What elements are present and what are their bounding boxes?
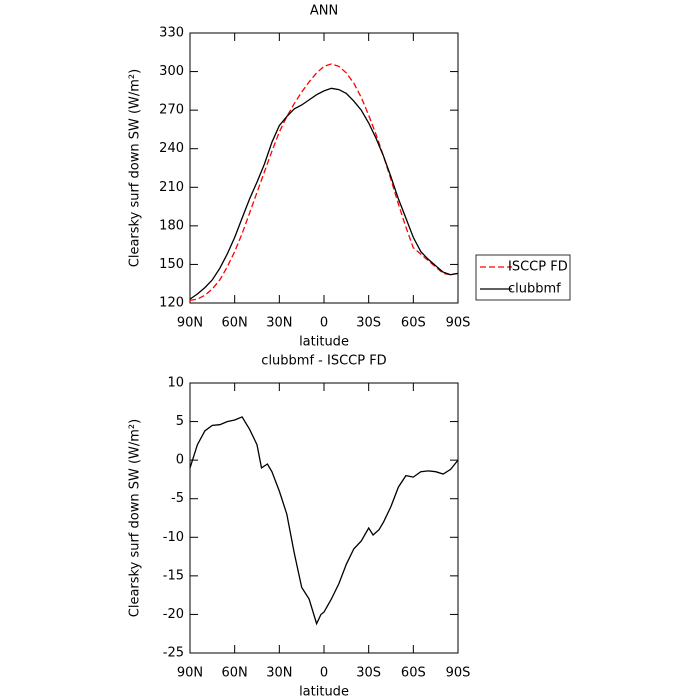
y-axis-label: Clearsky surf down SW (W/m²) bbox=[128, 69, 143, 267]
y-tick-label: -25 bbox=[163, 646, 184, 661]
x-tick-label: 30N bbox=[266, 666, 292, 681]
y-tick-label: 210 bbox=[159, 180, 184, 195]
y-tick-label: 10 bbox=[167, 376, 184, 391]
y-tick-label: -5 bbox=[171, 491, 184, 506]
legend-box bbox=[475, 254, 571, 301]
y-tick-label: -15 bbox=[163, 568, 184, 583]
chart-title: clubbmf - ISCCP FD bbox=[261, 354, 386, 369]
plot-frame bbox=[189, 32, 459, 304]
y-tick-label: -10 bbox=[163, 530, 184, 545]
y-tick-label: 150 bbox=[159, 257, 184, 272]
data-line bbox=[189, 416, 459, 626]
y-tick-label: -20 bbox=[163, 607, 184, 622]
data-line bbox=[189, 63, 459, 302]
x-tick-label: 90S bbox=[446, 316, 471, 331]
y-tick-label: 0 bbox=[176, 453, 184, 468]
x-tick-label: 60N bbox=[222, 316, 248, 331]
y-tick-label: 120 bbox=[159, 296, 184, 311]
x-tick-label: 0 bbox=[320, 666, 328, 681]
y-tick-label: 5 bbox=[176, 414, 184, 429]
legend-label: clubbmf bbox=[508, 282, 561, 297]
y-tick-label: 180 bbox=[159, 218, 184, 233]
x-tick-label: 30S bbox=[356, 316, 381, 331]
x-axis-label: latitude bbox=[299, 685, 349, 700]
x-tick-label: 30N bbox=[266, 316, 292, 331]
data-line bbox=[189, 87, 459, 300]
x-tick-label: 60S bbox=[401, 316, 426, 331]
x-tick-label: 60S bbox=[401, 666, 426, 681]
chart-title: ANN bbox=[310, 4, 338, 19]
x-tick-label: 60N bbox=[222, 666, 248, 681]
y-tick-label: 240 bbox=[159, 141, 184, 156]
x-tick-label: 30S bbox=[356, 666, 381, 681]
x-tick-label: 90S bbox=[446, 666, 471, 681]
legend-label: ISCCP FD bbox=[508, 260, 568, 275]
y-axis-label: Clearsky surf down SW (W/m²) bbox=[128, 419, 143, 617]
y-tick-label: 330 bbox=[159, 26, 184, 41]
x-axis-label: latitude bbox=[299, 335, 349, 350]
y-tick-label: 300 bbox=[159, 64, 184, 79]
x-tick-label: 90N bbox=[177, 316, 203, 331]
x-tick-label: 0 bbox=[320, 316, 328, 331]
y-tick-label: 270 bbox=[159, 103, 184, 118]
x-tick-label: 90N bbox=[177, 666, 203, 681]
